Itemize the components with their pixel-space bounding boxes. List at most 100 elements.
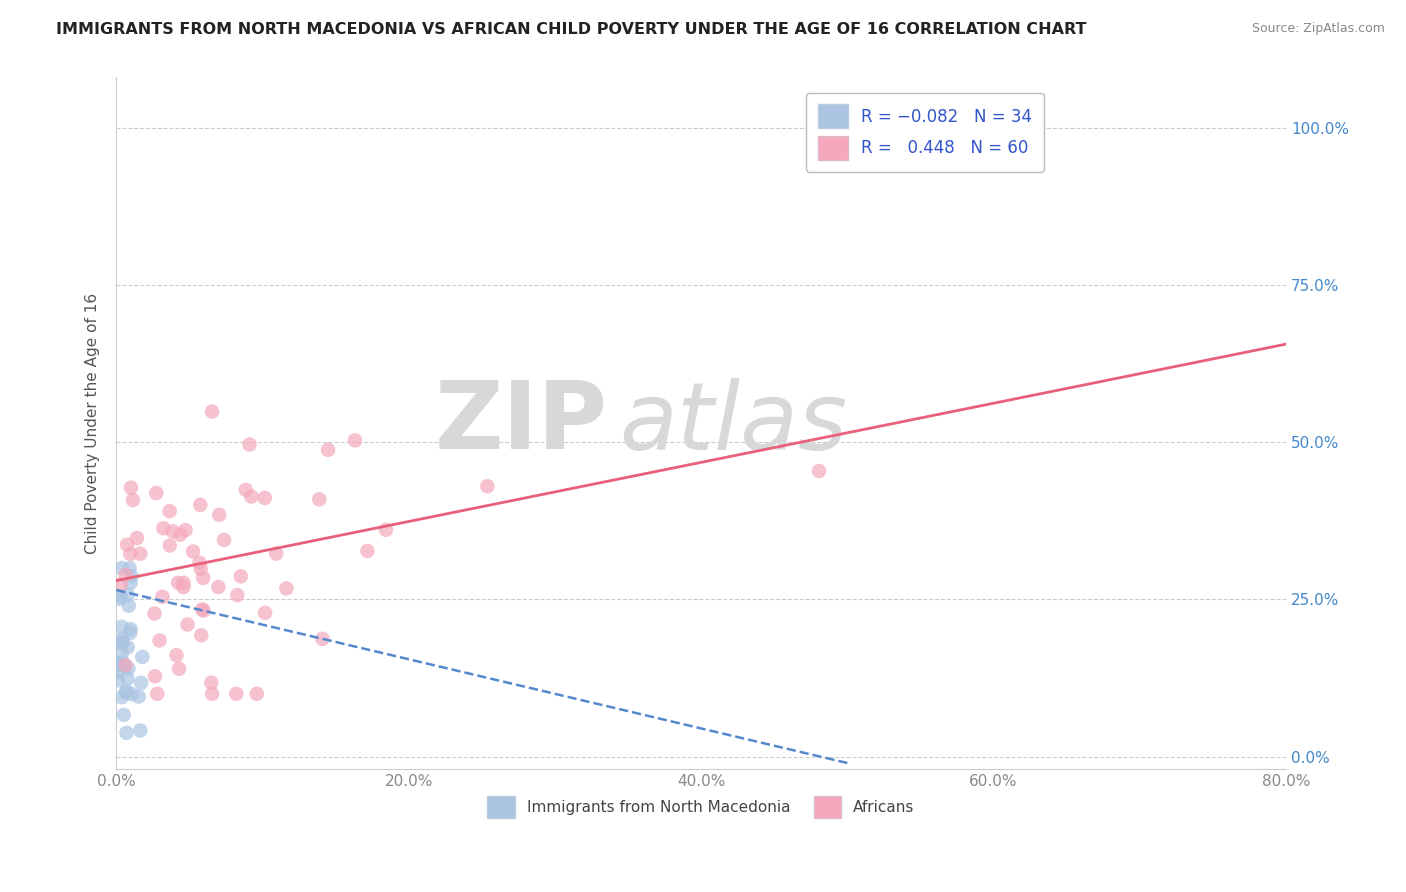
Point	[174, 523, 197, 537]
Point	[117, 672, 139, 686]
Point	[111, 561, 134, 575]
Point	[111, 690, 134, 705]
Point	[159, 539, 181, 553]
Point	[152, 521, 174, 535]
Point	[117, 588, 139, 602]
Point	[276, 582, 298, 596]
Point	[118, 561, 141, 575]
Point	[115, 726, 138, 740]
Point	[208, 508, 231, 522]
Point	[188, 556, 211, 570]
Point	[356, 544, 378, 558]
Point	[145, 486, 167, 500]
Point	[129, 547, 152, 561]
Point	[193, 604, 215, 618]
Point	[115, 685, 138, 699]
Point	[254, 606, 277, 620]
Point	[111, 646, 134, 660]
Point	[477, 479, 499, 493]
Point	[122, 493, 145, 508]
Point	[146, 687, 169, 701]
Point	[115, 538, 138, 552]
Text: ZIP: ZIP	[434, 377, 607, 469]
Point	[191, 571, 214, 585]
Point	[173, 575, 195, 590]
Point	[128, 690, 150, 704]
Point	[114, 568, 136, 582]
Point	[238, 437, 260, 451]
Point	[121, 569, 143, 583]
Point	[131, 649, 153, 664]
Point	[235, 483, 257, 497]
Text: atlas: atlas	[619, 378, 848, 469]
Point	[120, 626, 142, 640]
Point	[808, 464, 831, 478]
Point	[374, 523, 396, 537]
Point	[120, 547, 142, 561]
Point	[129, 676, 152, 690]
Point	[212, 533, 235, 547]
Point	[117, 662, 139, 676]
Point	[176, 617, 198, 632]
Point	[166, 648, 188, 663]
Point	[225, 687, 247, 701]
Point	[129, 723, 152, 738]
Point	[226, 588, 249, 602]
Text: IMMIGRANTS FROM NORTH MACEDONIA VS AFRICAN CHILD POVERTY UNDER THE AGE OF 16 COR: IMMIGRANTS FROM NORTH MACEDONIA VS AFRIC…	[56, 22, 1087, 37]
Point	[167, 662, 190, 676]
Point	[246, 687, 269, 701]
Point	[148, 633, 170, 648]
Point	[120, 622, 142, 636]
Point	[159, 504, 181, 518]
Point	[207, 580, 229, 594]
Point	[111, 620, 134, 634]
Point	[316, 442, 339, 457]
Point	[143, 669, 166, 683]
Point	[229, 569, 252, 583]
Point	[190, 562, 212, 576]
Point	[188, 498, 211, 512]
Legend: Immigrants from North Macedonia, Africans: Immigrants from North Macedonia, African…	[481, 790, 921, 824]
Point	[107, 665, 129, 680]
Point	[200, 675, 222, 690]
Point	[143, 607, 166, 621]
Point	[121, 687, 143, 701]
Point	[125, 531, 148, 545]
Point	[105, 657, 128, 671]
Point	[107, 673, 129, 688]
Point	[114, 659, 136, 673]
Point	[191, 602, 214, 616]
Point	[201, 404, 224, 418]
Point	[110, 589, 132, 603]
Point	[118, 599, 141, 613]
Point	[111, 655, 134, 669]
Point	[201, 687, 224, 701]
Point	[167, 575, 190, 590]
Point	[112, 707, 135, 722]
Point	[172, 580, 194, 594]
Point	[115, 684, 138, 698]
Point	[344, 434, 367, 448]
Point	[181, 544, 204, 558]
Point	[240, 490, 263, 504]
Point	[253, 491, 276, 505]
Point	[108, 591, 131, 606]
Point	[108, 635, 131, 649]
Point	[110, 658, 132, 673]
Point	[110, 577, 132, 591]
Point	[111, 636, 134, 650]
Point	[111, 632, 134, 646]
Point	[162, 524, 184, 539]
Point	[152, 590, 174, 604]
Point	[264, 547, 287, 561]
Point	[311, 632, 333, 646]
Point	[120, 481, 142, 495]
Point	[117, 640, 139, 655]
Point	[120, 575, 142, 590]
Point	[169, 527, 191, 541]
Point	[190, 628, 212, 642]
Point	[308, 492, 330, 507]
Text: Source: ZipAtlas.com: Source: ZipAtlas.com	[1251, 22, 1385, 36]
Y-axis label: Child Poverty Under the Age of 16: Child Poverty Under the Age of 16	[86, 293, 100, 554]
Point	[114, 658, 136, 673]
